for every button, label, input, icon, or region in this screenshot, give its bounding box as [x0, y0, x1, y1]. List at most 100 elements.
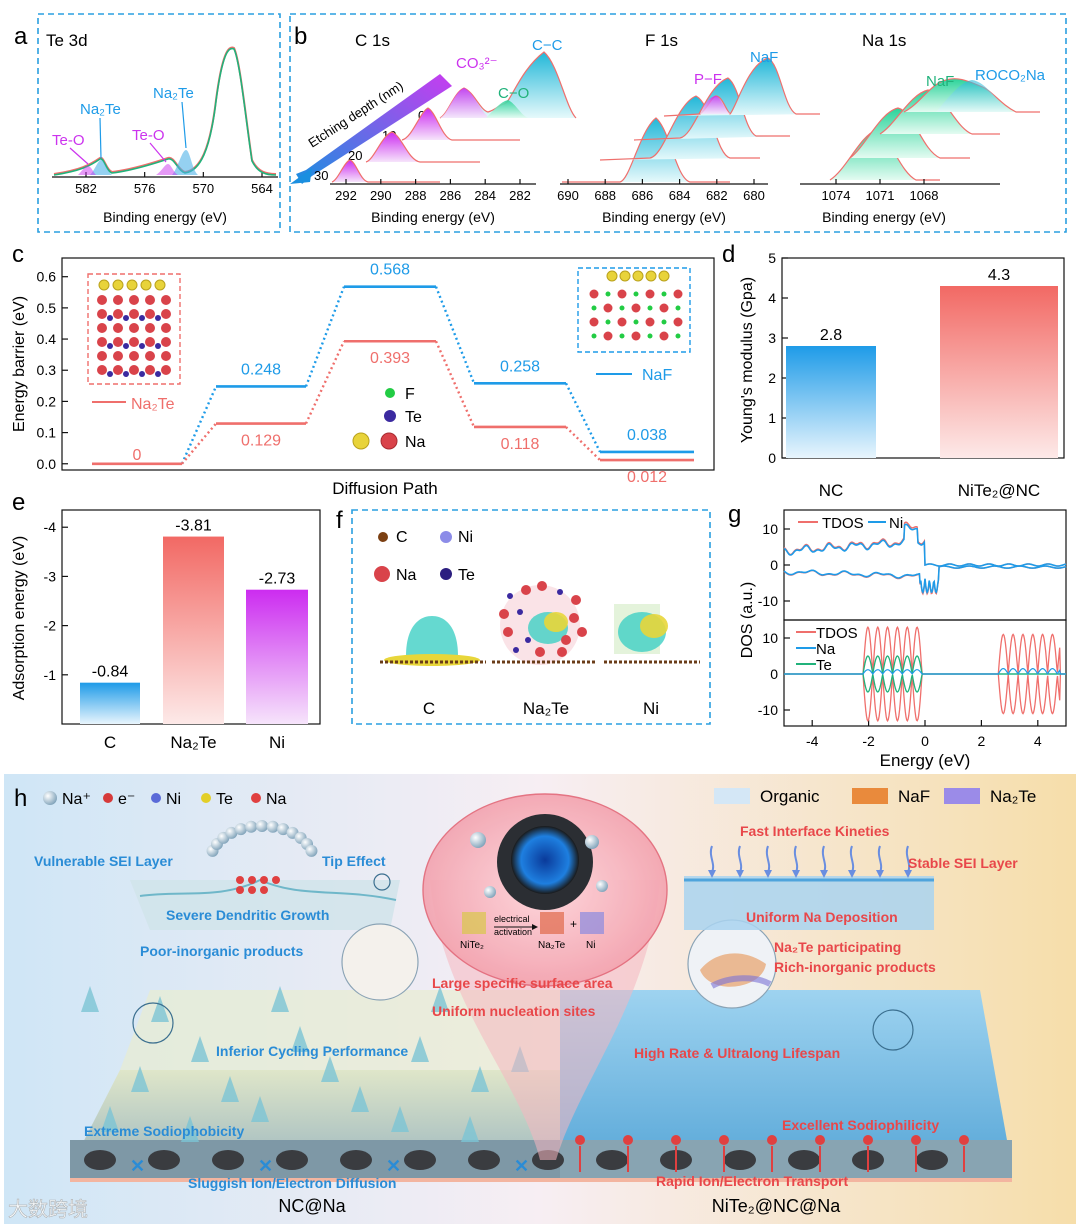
na2te-legend-label: Na₂Te — [131, 396, 175, 413]
structure-ni — [604, 604, 700, 664]
panel-g-xtick-label: 0 — [921, 733, 929, 749]
naf-swatch — [852, 788, 888, 804]
f1s-tick-label: 680 — [743, 188, 765, 203]
h-large: Large specific surface area — [432, 975, 613, 991]
panel-b-border — [289, 13, 1067, 233]
f1s-spectra — [562, 57, 820, 183]
c1s-co3-label: CO₃²⁻ — [456, 55, 498, 72]
panel-a-teo-peak-2 — [156, 164, 178, 175]
panel-g-xtick-label: -2 — [862, 733, 875, 749]
panel-b-label: b — [294, 23, 307, 50]
panel-d-ytick-label: 4 — [768, 290, 776, 306]
panel-g-top-ytick-label: -10 — [758, 593, 778, 609]
left-zoom-circle — [132, 1002, 174, 1044]
watermark: 大数跨境 — [8, 1198, 88, 1221]
h-legend-electron: e⁻ — [118, 791, 135, 808]
h-na2te-part: Na₂Te participating — [774, 939, 901, 955]
panel-d-ytick-label: 5 — [768, 250, 776, 266]
panel-c-naf-value: 0.568 — [370, 262, 410, 279]
panel-c-na2te-value: 0.393 — [370, 350, 410, 367]
panel-a-na2te-peak-2 — [172, 150, 198, 175]
panel-f-legend-c: C — [396, 529, 408, 546]
panel-a-tick-label: 564 — [251, 181, 273, 196]
ni-lattice-icon — [580, 912, 604, 934]
f1s-tick-label: 686 — [632, 188, 654, 203]
panel-g-xtick-label: 4 — [1034, 733, 1042, 749]
panel-e-bar — [80, 682, 140, 724]
panel-c-ytick-label: 0.4 — [37, 331, 57, 347]
h-center-nite2: NiTe₂ — [460, 940, 484, 951]
panel-c-na2te-connector — [181, 422, 217, 465]
f1s-title: F 1s — [645, 31, 678, 50]
panel-e-category: C — [104, 733, 116, 752]
panel-c-ytick-label: 0.5 — [37, 300, 57, 316]
panel-g-top-ytick-label: 10 — [762, 521, 778, 537]
panel-g-bottom-ytick-label: -10 — [758, 702, 778, 718]
naf-structure-box — [577, 267, 691, 353]
h-uniform-nuc: Uniform nucleation sites — [432, 1003, 596, 1019]
panel-f: f C Ni Na Te C Na₂Te Ni — [336, 507, 711, 725]
h-legend-organic: Organic — [760, 787, 820, 806]
panel-e-bars: -0.84 C -3.81 Na₂Te -2.73 Ni — [80, 518, 308, 752]
panel-f-legend-na: Na — [396, 567, 417, 584]
h-center-na2te: Na₂Te — [538, 940, 566, 951]
naf-legend-label: NaF — [642, 367, 672, 384]
panel-a-na2te-peak-1 — [90, 160, 112, 175]
structure-na2te — [492, 581, 596, 665]
panel-f-border — [351, 509, 711, 725]
svg-text:✕: ✕ — [258, 1156, 273, 1176]
panel-d-bar — [940, 286, 1058, 458]
na1s-spectra — [829, 78, 1040, 181]
depth-30: 30 — [314, 168, 328, 183]
na1s-naf-label: NaF — [926, 73, 954, 90]
panel-a-border — [37, 13, 281, 233]
panel-c-yticks: 0.0 0.1 0.2 0.3 0.4 0.5 0.6 — [37, 269, 68, 472]
h-right-bottom-label: NiTe₂@NC@Na — [712, 1196, 842, 1216]
carbon-particles: ✕ ✕ ✕ ✕ — [84, 1135, 969, 1176]
na1s-title: Na 1s — [862, 31, 906, 50]
panel-d-ytick-label: 0 — [768, 450, 776, 466]
h-poor: Poor-inorganic products — [140, 943, 304, 959]
panel-d-ytick-label: 2 — [768, 370, 776, 386]
panel-c: c 0.0 0.1 0.2 0.3 0.4 0.5 0.6 Energy barrier (… — [11, 241, 715, 498]
panel-d-bar — [786, 346, 876, 458]
panel-f-struct-na2te: Na₂Te — [523, 699, 569, 718]
c1s-tick-label: 290 — [370, 188, 392, 203]
panel-d-bars: 2.8 NC 4.3 NiTe₂@NC — [786, 267, 1058, 500]
panel-a-tick-label: 576 — [134, 181, 156, 196]
panel-a-tick-label: 582 — [75, 181, 97, 196]
na1s-roco2na-label: ROCO₂Na — [975, 67, 1046, 84]
panel-e-bar-value: -3.81 — [175, 518, 212, 535]
h-rich: Rich-inorganic products — [774, 959, 936, 975]
na2te-lattice-icon — [540, 912, 564, 934]
right-zoom-circle — [872, 1009, 914, 1051]
panel-c-ytick-label: 0.6 — [37, 269, 57, 285]
h-left-bottom-label: NC@Na — [278, 1196, 346, 1216]
h-vulnerable: Vulnerable SEI Layer — [34, 853, 173, 869]
c1s-tick-label: 286 — [440, 188, 462, 203]
f1s-tick-label: 684 — [669, 188, 691, 203]
panel-c-ytick-label: 0.3 — [37, 362, 57, 378]
h-legend-naf: NaF — [898, 787, 930, 806]
f1s-naf-label: NaF — [750, 49, 778, 66]
c-atom-icon — [378, 532, 388, 542]
panel-g-top-ni-down — [783, 565, 1067, 595]
h-legend-na: Na — [266, 791, 287, 808]
na1s-tick-label: 1068 — [910, 188, 939, 203]
panel-h: h Na⁺ e⁻ Ni Te Na Organic NaF Na₂Te ✕ ✕ ✕ ✕ — [4, 774, 1076, 1224]
panel-a-teo-peak-1 — [78, 166, 96, 175]
panel-a-xlabel: Binding energy (eV) — [103, 209, 227, 225]
nite2-lattice-icon — [462, 912, 486, 934]
g-bottom-legend-tdos: TDOS — [816, 625, 858, 642]
g-top-legend-ni: Ni — [889, 515, 903, 532]
panel-c-xlabel: Diffusion Path — [332, 479, 438, 498]
g-bottom-legend-na: Na — [816, 641, 836, 658]
c1s-tick-label: 288 — [405, 188, 427, 203]
panel-c-series: 0.248 0.568 0.258 0.038 0 0.129 0.393 0.118 0.01… — [92, 262, 694, 486]
c1s-xlabel: Binding energy (eV) — [371, 209, 495, 225]
naf-structure — [589, 270, 683, 341]
right-slab — [560, 990, 1012, 1168]
panel-c-naf-connector — [434, 286, 476, 384]
panel-f-struct-c: C — [423, 699, 435, 718]
panel-d-ytick-label: 1 — [768, 410, 776, 426]
